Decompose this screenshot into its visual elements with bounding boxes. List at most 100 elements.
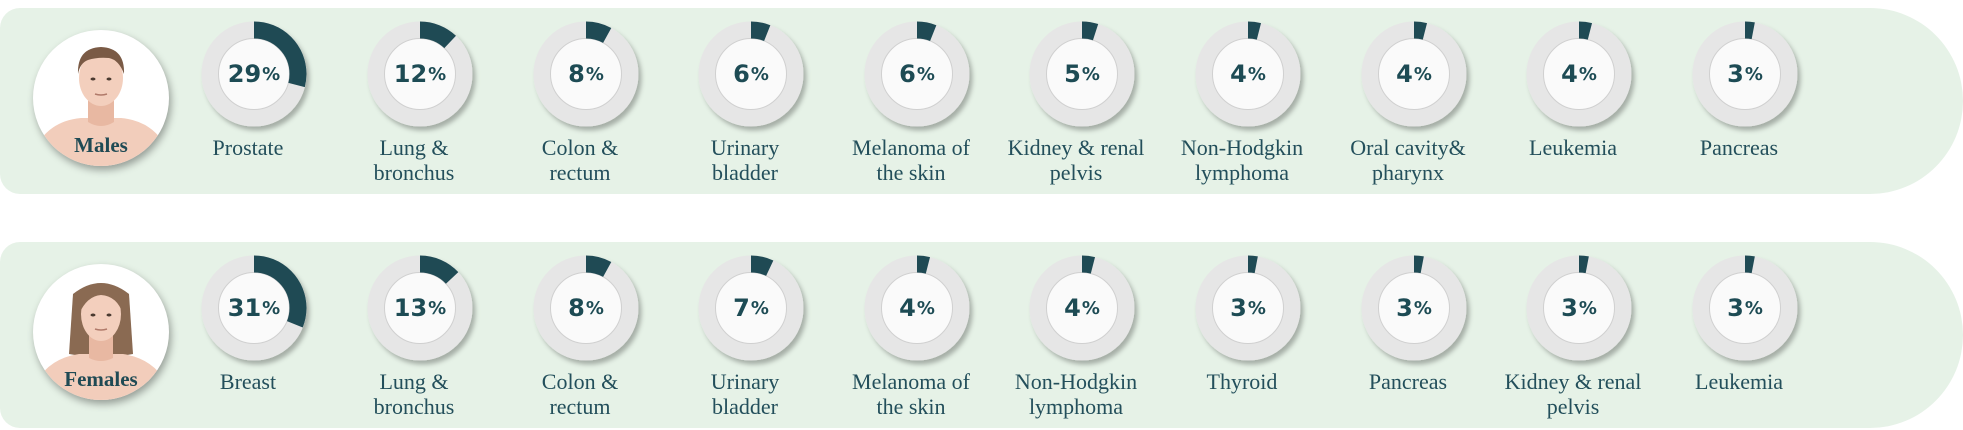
donut-value-arc: [201, 255, 307, 361]
percent-symbol: %: [585, 63, 604, 85]
donut-value-label: 4%: [1030, 256, 1134, 360]
donut-value-arc: [533, 255, 639, 361]
percent-value: 4: [1561, 60, 1578, 88]
donut-svg: [201, 255, 307, 361]
percent-symbol: %: [750, 297, 769, 319]
percent-symbol: %: [750, 63, 769, 85]
donut-value-arc: [1526, 255, 1632, 361]
donut-svg: [1692, 21, 1798, 127]
donut-value-label: 7%: [699, 256, 803, 360]
percent-symbol: %: [1247, 297, 1266, 319]
females-row-band: Females 31% Breast 13% Lung & bronchus 8% Colo…: [0, 242, 1963, 428]
category-label-line: bronchus: [373, 160, 455, 185]
donut-chart: 6%: [864, 21, 977, 134]
donut-value-label: 6%: [865, 22, 969, 126]
percent-value: 3: [1396, 294, 1413, 322]
percent-value: 3: [1727, 60, 1744, 88]
category-label-line: Lung &: [379, 135, 449, 160]
donut-value-arc: [1361, 255, 1467, 361]
donut-chart: 6%: [698, 21, 811, 134]
donut-chart: 3%: [1526, 255, 1639, 368]
category-label-line: Colon &: [541, 135, 619, 160]
percent-value: 31: [227, 294, 262, 322]
percent-value: 13: [393, 294, 428, 322]
donut-svg: [367, 255, 473, 361]
percent-symbol: %: [1744, 63, 1763, 85]
percent-value: 3: [1230, 294, 1247, 322]
donut-chart: 4%: [1361, 21, 1474, 134]
donut-value-label: 4%: [865, 256, 969, 360]
donut-value-arc: [1692, 255, 1798, 361]
category-label-line: Melanoma of: [852, 135, 970, 160]
donut-svg: [533, 21, 639, 127]
donut-value-label: 3%: [1693, 256, 1797, 360]
percent-symbol: %: [428, 63, 447, 85]
percent-symbol: %: [1413, 63, 1432, 85]
donut-chart: 13%: [367, 255, 480, 368]
percent-symbol: %: [428, 297, 447, 319]
percent-value: 4: [899, 294, 916, 322]
category-label-line: lymphoma: [1028, 394, 1124, 419]
donut-svg: [1526, 255, 1632, 361]
donut-value-label: 4%: [1527, 22, 1631, 126]
category-label: Colon & rectum: [495, 135, 665, 185]
donut-value-arc: [698, 255, 804, 361]
donut-svg: [1361, 21, 1467, 127]
donut-svg: [201, 21, 307, 127]
percent-value: 5: [1064, 60, 1081, 88]
category-label-line: Urinary: [710, 135, 780, 160]
category-label: Prostate: [163, 135, 333, 160]
donut-value-arc: [1029, 21, 1135, 127]
donut-svg: [367, 21, 473, 127]
donut-value-label: 4%: [1362, 22, 1466, 126]
donut-value-arc: [533, 21, 639, 127]
donut-value-arc: [864, 21, 970, 127]
donut-value-label: 3%: [1362, 256, 1466, 360]
donut-value-label: 6%: [699, 22, 803, 126]
category-label-line: Thyroid: [1206, 369, 1278, 394]
category-label-line: Colon &: [541, 369, 619, 394]
males-label: Males: [74, 133, 128, 157]
female-avatar: Females: [33, 264, 169, 400]
percent-symbol: %: [916, 297, 935, 319]
percent-value: 8: [568, 60, 585, 88]
category-label-line: pharynx: [1371, 160, 1445, 185]
donut-chart: 4%: [1195, 21, 1308, 134]
percent-value: 3: [1561, 294, 1578, 322]
percent-value: 4: [1064, 294, 1081, 322]
percent-symbol: %: [1081, 297, 1100, 319]
percent-symbol: %: [916, 63, 935, 85]
donut-value-arc: [1361, 21, 1467, 127]
donut-chart: 3%: [1692, 255, 1805, 368]
percent-symbol: %: [1247, 63, 1266, 85]
donut-value-label: 8%: [534, 22, 638, 126]
percent-value: 6: [899, 60, 916, 88]
donut-svg: [1195, 21, 1301, 127]
category-label-line: bladder: [712, 394, 778, 419]
category-label-line: pelvis: [1546, 394, 1600, 419]
donut-chart: 4%: [864, 255, 977, 368]
category-label-line: Leukemia: [1529, 135, 1617, 160]
donut-svg: [1029, 255, 1135, 361]
percent-symbol: %: [1578, 297, 1597, 319]
donut-value-label: 3%: [1693, 22, 1797, 126]
category-label: Urinary bladder: [660, 135, 830, 185]
donut-chart: 31%: [201, 255, 314, 368]
donut-value-arc: [1195, 255, 1301, 361]
category-label: Breast: [163, 369, 333, 394]
category-label-line: Kidney & renal: [1007, 135, 1145, 160]
category-label: Urinary bladder: [660, 369, 830, 419]
category-label: Melanoma of the skin: [826, 135, 996, 185]
category-label-line: Non-Hodgkin: [1014, 369, 1138, 394]
category-label-line: Pancreas: [1699, 135, 1779, 160]
percent-symbol: %: [1081, 63, 1100, 85]
category-label-line: Lung &: [379, 369, 449, 394]
category-label: Kidney & renal pelvis: [1488, 369, 1658, 419]
donut-value-arc: [201, 21, 307, 127]
donut-chart: 3%: [1361, 255, 1474, 368]
category-label-line: pelvis: [1049, 160, 1103, 185]
male-avatar: Males: [33, 30, 169, 166]
percent-symbol: %: [262, 63, 281, 85]
donut-svg: [864, 255, 970, 361]
donut-svg: [698, 255, 804, 361]
